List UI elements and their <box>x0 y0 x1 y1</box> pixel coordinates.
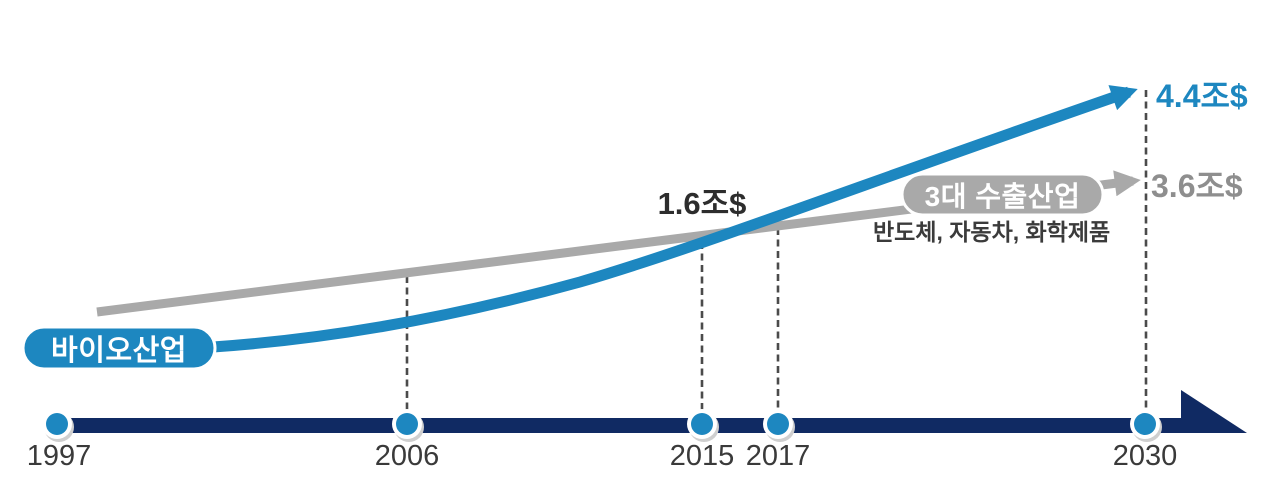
year-label-1997: 1997 <box>26 440 92 472</box>
timeline-bar <box>50 418 1181 433</box>
export-legend-pill <box>900 172 1105 217</box>
export-industries-subtitle: 반도체, 자동차, 화학제품 <box>873 219 1111 245</box>
year-label-2015: 2015 <box>669 440 735 472</box>
bio-end-value-label: 4.4조$ <box>1156 78 1248 114</box>
timeline-arrowhead-icon <box>1181 390 1247 433</box>
timeline-dot-2030 <box>1130 409 1162 442</box>
year-label-2030: 2030 <box>1112 440 1178 472</box>
year-label-2006: 2006 <box>374 440 440 472</box>
bio-industry-line <box>212 85 1138 353</box>
crossover-value-label: 1.6조$ <box>657 186 747 221</box>
timeline-dot-2006 <box>392 409 424 442</box>
export-end-value-label: 3.6조$ <box>1151 168 1243 204</box>
timeline-dot-1997 <box>42 409 74 442</box>
bio-legend-label: 바이오산업 <box>51 335 187 367</box>
timeline-dot-2017 <box>763 409 795 442</box>
export-legend-label: 3대 수출산업 <box>924 180 1081 212</box>
year-label-2017: 2017 <box>745 440 811 472</box>
timeline-dot-2015 <box>687 409 719 442</box>
bio-legend-pill <box>21 325 217 371</box>
timeline-dots <box>42 409 1162 442</box>
